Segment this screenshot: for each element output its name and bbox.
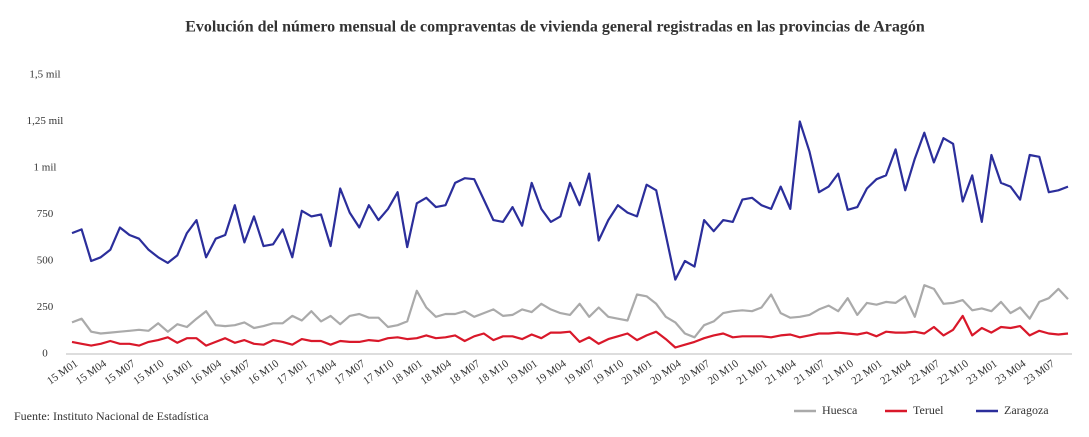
source: Fuente: Instituto Nacional de Estadístic… — [14, 409, 209, 423]
x-tick-label: 20 M07 — [677, 357, 713, 387]
x-tick-label: 20 M04 — [648, 357, 684, 387]
x-tick-label: 15 M04 — [74, 357, 110, 387]
legend-label: Huesca — [822, 403, 858, 417]
x-tick-label: 18 M10 — [476, 357, 512, 387]
y-tick-label: 1,5 mil — [29, 69, 60, 81]
x-tick-label: 15 M07 — [102, 357, 138, 387]
x-tick-label: 22 M10 — [936, 357, 972, 387]
x-tick-label: 17 M10 — [361, 357, 397, 387]
x-tick-label: 22 M07 — [907, 357, 943, 387]
x-tick-label: 22 M04 — [878, 357, 914, 387]
x-tick-label: 17 M04 — [304, 357, 340, 387]
x-tick-label: 19 M04 — [533, 357, 569, 387]
x-tick-label: 15 M01 — [45, 358, 80, 388]
x-tick-label: 23 M01 — [964, 358, 999, 388]
x-tick-label: 20 M10 — [706, 357, 742, 387]
x-tick-label: 23 M07 — [1022, 357, 1058, 387]
x-tick-label: 19 M01 — [505, 358, 540, 388]
line-series — [71, 120, 1069, 281]
x-tick-label: 18 M04 — [419, 357, 455, 387]
y-tick-label: 1 mil — [34, 162, 57, 174]
x-tick-label: 18 M07 — [447, 357, 483, 387]
y-tick-label: 1,25 mil — [27, 115, 64, 127]
x-tick-label: 23 M04 — [993, 357, 1029, 387]
x-tick-label: 17 M07 — [332, 357, 368, 387]
x-tick-label: 20 M01 — [620, 358, 655, 388]
x-tick-label: 16 M01 — [160, 358, 195, 388]
x-tick-label: 22 M01 — [849, 358, 884, 388]
x-tick-label: 21 M01 — [735, 358, 770, 388]
x-tick-label: 21 M10 — [821, 357, 857, 387]
x-tick-label: 15 M10 — [131, 357, 167, 387]
y-tick-label: 750 — [37, 208, 54, 220]
x-tick-label: 21 M04 — [763, 357, 799, 387]
x-tick-label: 16 M07 — [217, 357, 253, 387]
x-tick-label: 17 M01 — [275, 358, 310, 388]
x-tick-label: 19 M10 — [591, 357, 627, 387]
chart-title: Evolución del número mensual de comprave… — [185, 19, 925, 36]
legend-label: Teruel — [913, 403, 944, 417]
x-tick-label: 18 M01 — [390, 358, 425, 388]
legend-label: Zaragoza — [1004, 403, 1049, 417]
x-tick-label: 21 M07 — [792, 357, 828, 387]
x-tick-label: 19 M07 — [562, 357, 598, 387]
x-tick-label: 16 M10 — [246, 357, 282, 387]
y-tick-label: 500 — [37, 255, 54, 267]
line-series — [71, 284, 1069, 339]
y-tick-label: 250 — [37, 301, 54, 313]
y-tick-label: 0 — [42, 348, 48, 360]
line-series — [71, 314, 1069, 349]
x-tick-label: 16 M04 — [189, 357, 225, 387]
